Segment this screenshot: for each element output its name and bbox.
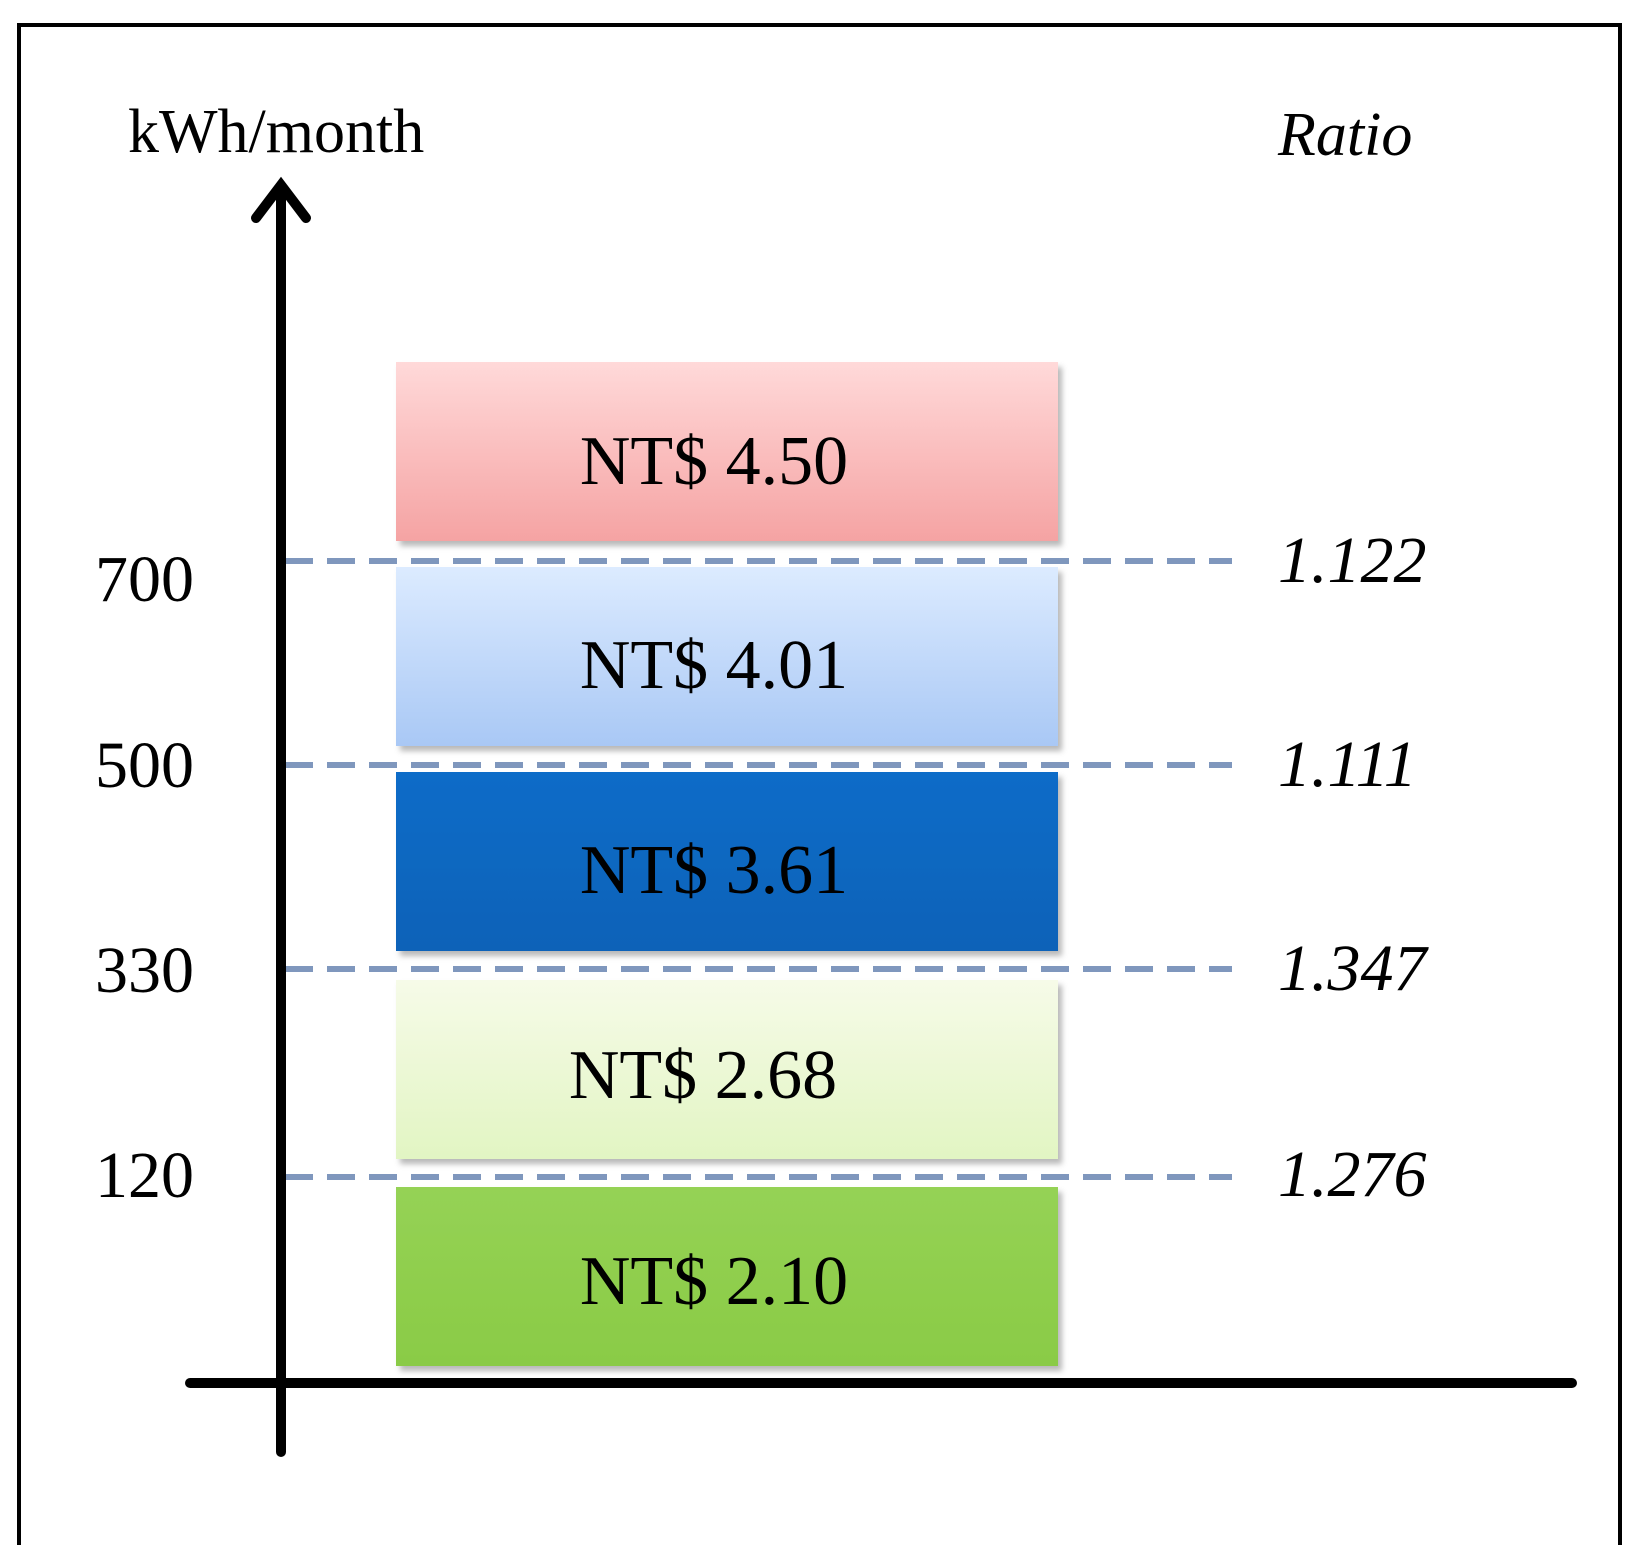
threshold-values: 700 500 330 120 xyxy=(95,543,194,1212)
threshold-lines xyxy=(285,558,1232,1180)
ratio-label: Ratio xyxy=(1277,101,1412,169)
ratio-value: 1.111 xyxy=(1278,728,1417,801)
tier-box-5: NT$ 2.10 xyxy=(396,1187,1058,1366)
tier-rect xyxy=(396,567,1058,746)
tier-rect xyxy=(396,772,1058,951)
threshold-value: 700 xyxy=(95,543,194,616)
tier-boxes: NT$ 4.50 NT$ 4.01 NT$ 3.61 NT$ 2.68 NT$ … xyxy=(396,362,1058,1366)
tier-box-2: NT$ 4.01 xyxy=(396,567,1058,746)
axes xyxy=(185,176,1577,1457)
frame-border xyxy=(17,23,1622,1545)
tier-rect xyxy=(396,980,1058,1159)
ratio-values: 1.122 1.111 1.347 1.276 xyxy=(1278,524,1430,1211)
threshold-value: 500 xyxy=(95,729,194,802)
tier-rect xyxy=(396,362,1058,541)
ratio-value: 1.276 xyxy=(1278,1138,1427,1211)
tier-price-label: NT$ 2.10 xyxy=(580,1243,848,1320)
tier-box-1: NT$ 4.50 xyxy=(396,362,1058,541)
y-axis-label: kWh/month xyxy=(128,98,424,166)
threshold-value: 120 xyxy=(95,1139,194,1212)
ratio-value: 1.122 xyxy=(1278,524,1427,597)
threshold-value: 330 xyxy=(95,934,194,1007)
y-axis-arrowhead xyxy=(251,176,311,223)
tier-price-label: NT$ 2.68 xyxy=(569,1037,837,1114)
tier-price-label: NT$ 4.01 xyxy=(580,627,848,704)
ratio-value: 1.347 xyxy=(1278,932,1430,1005)
tier-rect xyxy=(396,1187,1058,1366)
tier-box-4: NT$ 2.68 xyxy=(396,980,1058,1159)
tier-price-label: NT$ 4.50 xyxy=(580,423,848,500)
tier-box-3: NT$ 3.61 xyxy=(396,772,1058,951)
tier-price-label: NT$ 3.61 xyxy=(580,832,848,909)
